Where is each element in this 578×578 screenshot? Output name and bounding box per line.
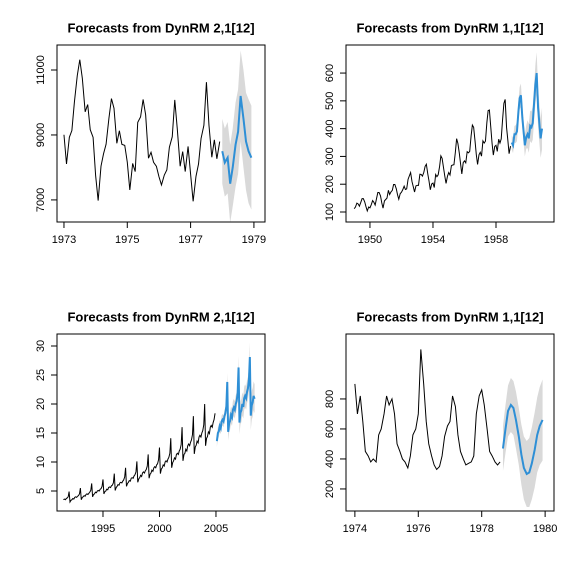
prediction-interval: [502, 377, 543, 507]
history-line: [63, 59, 221, 202]
panel: 1973 1975 1977 1979 7000 9000 11000 Forecasts f…: [35, 20, 266, 245]
x-tick-label: 1975: [115, 234, 139, 246]
y-tick-label: 5: [35, 488, 47, 494]
history-line: [354, 349, 501, 471]
y-tick-label: 15: [35, 427, 47, 439]
x-tick-label: 1995: [91, 523, 115, 535]
x-tick-label: 2000: [147, 523, 171, 535]
forecast-line: [501, 403, 544, 476]
y-tick-label: 25: [35, 369, 47, 381]
chart-title: Forecasts from DynRM 2,1[12]: [67, 309, 254, 324]
y-tick-label: 500: [324, 92, 336, 110]
x-tick-label: 1950: [358, 234, 382, 246]
panel: 1974 1976 1978 1980 200 400 600 800 Forecasts fr…: [324, 309, 557, 534]
y-tick-label: 600: [324, 420, 336, 438]
y-tick-label: 600: [324, 64, 336, 82]
forecast-line: [215, 356, 256, 442]
chart-title: Forecasts from DynRM 1,1[12]: [356, 309, 543, 324]
y-tick-label: 800: [324, 390, 336, 408]
plot-box: [345, 333, 555, 512]
y-tick-label: 200: [324, 175, 336, 193]
x-tick-label: 1978: [469, 523, 493, 535]
y-tick-label: 7000: [35, 188, 47, 212]
y-tick-label: 11000: [35, 55, 47, 85]
y-tick-label: 10: [35, 456, 47, 468]
panel: 1995 2000 2005 5 10 15 20 25 30 Forecasts from Dy…: [35, 309, 266, 535]
y-tick-label: 30: [35, 340, 47, 352]
forecast-line: [510, 72, 544, 149]
forecast-line: [221, 95, 253, 184]
history-line: [63, 403, 216, 504]
y-tick-label: 100: [324, 203, 336, 221]
history-line: [353, 99, 512, 213]
x-tick-label: 1977: [178, 234, 202, 246]
y-tick-label: 9000: [35, 123, 47, 147]
x-tick-label: 1979: [242, 234, 266, 246]
x-tick-label: 1974: [343, 523, 367, 535]
x-tick-label: 2005: [204, 523, 228, 535]
x-tick-label: 1976: [406, 523, 430, 535]
chart-title: Forecasts from DynRM 1,1[12]: [356, 20, 543, 35]
y-tick-label: 400: [324, 450, 336, 468]
y-tick-label: 400: [324, 119, 336, 137]
plot-box: [345, 44, 555, 223]
plot-box: [56, 333, 266, 512]
x-tick-label: 1958: [484, 234, 508, 246]
y-tick-label: 200: [324, 480, 336, 498]
panel: 1950 1954 1958 100 200 300 400 500 600 Forecasts …: [324, 20, 555, 246]
y-tick-label: 20: [35, 398, 47, 410]
x-tick-label: 1954: [421, 234, 445, 246]
plot-box: [56, 44, 266, 223]
x-tick-label: 1980: [533, 523, 557, 535]
y-tick-label: 300: [324, 147, 336, 165]
chart-title: Forecasts from DynRM 2,1[12]: [67, 20, 254, 35]
x-tick-label: 1973: [52, 234, 76, 246]
